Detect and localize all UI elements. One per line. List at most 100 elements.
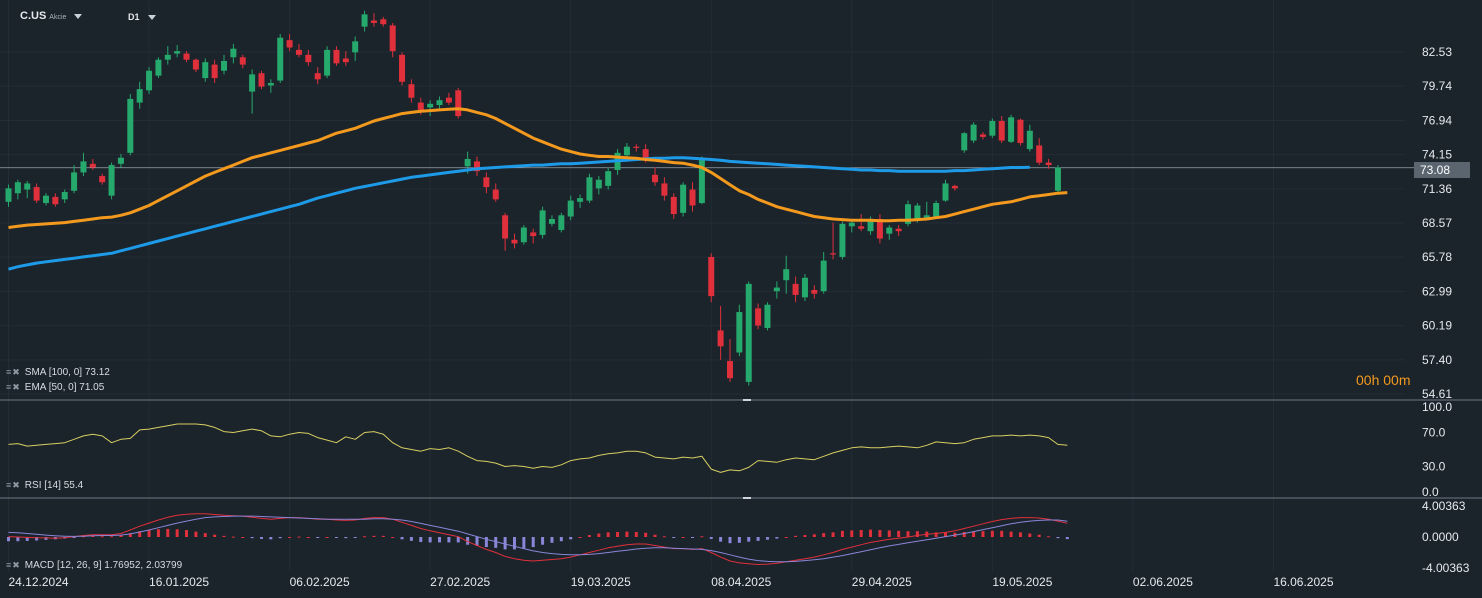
candle-body [361,14,368,27]
candle-body [830,253,837,255]
candle-body [876,218,883,239]
macd-histogram-bar [850,530,854,537]
macd-histogram-bar [222,535,226,537]
candle-body [146,70,153,91]
candle-body [595,179,602,189]
rsi-indicator-label[interactable]: ≡✖ RSI [14] 55.4 [6,480,83,491]
candle-body [698,160,705,204]
candle-body [52,196,59,205]
date-axis-label: 16.01.2025 [149,575,209,589]
candle-body [951,185,958,189]
macd-histogram-bar [775,537,779,539]
candle-body [474,161,480,172]
pane-resize-handle[interactable] [743,497,751,499]
settings-close-icon[interactable]: ≡✖ [6,560,21,570]
pane-resize-handle[interactable] [743,399,751,401]
candle-body [80,161,87,173]
last-price-tag: 73.08 [1414,162,1470,178]
candle-body [492,189,499,200]
candle-body [370,20,377,23]
candle-body [324,49,331,76]
candle-body [399,54,406,82]
macd-histogram-bar [494,537,498,548]
macd-histogram-bar [803,535,807,537]
candle-body [1026,130,1033,150]
candle-body [970,124,977,141]
symbol-selector[interactable]: C.US Akcie [20,10,83,22]
macd-histogram-bar [175,529,179,537]
macd-histogram-bar [353,537,357,538]
macd-axis-label: -4.00363 [1422,561,1470,575]
price-axis-label: 57.40 [1422,353,1452,367]
rsi-axis-label: 70.0 [1422,426,1446,440]
timeframe-selector[interactable]: D1 [128,12,156,22]
candle-body [942,183,949,201]
candle-body [136,89,143,103]
candle-body [408,84,415,98]
macd-histogram-bar [156,529,160,537]
macd-histogram-bar [662,536,666,538]
sma-indicator-label[interactable]: ≡✖ SMA [100, 0] 73.12 [6,367,110,378]
macd-histogram-bar [878,530,882,537]
candle-body [558,215,565,230]
rsi-axis-label: 30.0 [1422,460,1446,474]
macd-histogram-bar [644,532,648,537]
macd-histogram-bar [972,531,976,537]
macd-histogram-bar [1047,536,1051,538]
candle-body [998,120,1005,141]
macd-histogram-bar [334,537,338,538]
candle-body [455,90,462,117]
candle-body [886,227,893,234]
candle-body [99,176,106,183]
candle-body [436,100,443,106]
candle-body [389,25,396,52]
macd-histogram-bar [784,537,788,538]
candle-body [811,290,818,294]
candle-body [745,283,752,382]
candle-body [183,53,190,60]
macd-histogram-bar [1037,534,1041,537]
candle-body [127,98,134,153]
date-axis-label: 02.06.2025 [1133,575,1193,589]
macd-histogram-bar [203,533,207,537]
ema-indicator-label[interactable]: ≡✖ EMA [50, 0] 71.05 [6,382,104,393]
macd-histogram-bar [110,536,114,538]
macd-histogram-bar [915,531,919,537]
candle-body [89,163,96,168]
candle-body [211,64,218,79]
macd-histogram-bar [278,537,282,539]
candle-body [230,48,237,58]
macd-signal-line [8,515,1068,563]
candle-body [642,149,649,159]
macd-histogram-bar [119,535,123,537]
candle-body [792,283,799,295]
candle-body [661,183,668,196]
rsi-line [8,423,1068,473]
macd-histogram-bar [475,537,479,546]
candle-body [773,287,780,292]
macd-histogram-bar [363,536,367,538]
candle-body [1008,117,1015,142]
date-axis-label: 08.04.2025 [711,575,771,589]
sma-indicator-text: SMA [100, 0] 73.12 [24,367,110,378]
macd-histogram-bar [719,537,723,542]
settings-close-icon[interactable]: ≡✖ [6,367,21,377]
macd-histogram-bar [559,537,563,542]
macd-histogram-bar [737,537,741,543]
candle-body [352,41,359,53]
macd-histogram-bar [934,532,938,537]
candle-body [548,218,555,224]
macd-histogram-bar [250,537,254,539]
candle-body [483,177,490,188]
candle-body [192,59,199,70]
settings-close-icon[interactable]: ≡✖ [6,480,21,490]
macd-histogram-bar [213,534,217,537]
settings-close-icon[interactable]: ≡✖ [6,382,21,392]
candle-body [249,74,256,92]
chevron-down-icon [74,13,83,19]
macd-histogram-bar [831,532,835,537]
macd-histogram-bar [765,537,769,540]
candle-body [577,198,584,202]
macd-indicator-label[interactable]: ≡✖ MACD [12, 26, 9] 1.76952, 2.03799 [6,560,182,571]
